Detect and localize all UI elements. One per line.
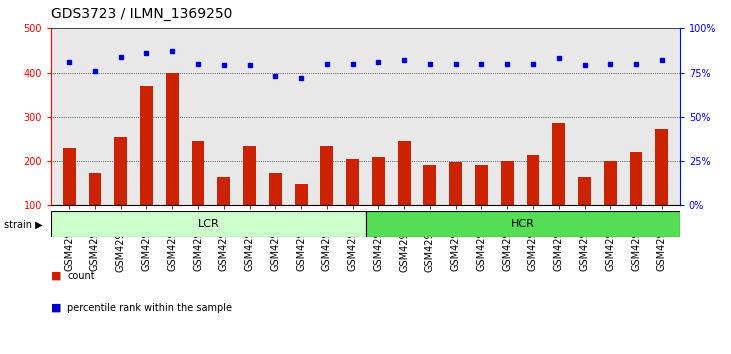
Text: HCR: HCR <box>511 219 534 229</box>
FancyBboxPatch shape <box>366 211 680 237</box>
Bar <box>578 177 591 250</box>
Bar <box>423 166 436 250</box>
FancyBboxPatch shape <box>51 211 366 237</box>
Bar <box>346 159 359 250</box>
Bar <box>295 184 308 250</box>
Bar <box>604 161 617 250</box>
Bar <box>526 155 539 250</box>
Text: percentile rank within the sample: percentile rank within the sample <box>67 303 232 313</box>
Bar <box>629 152 643 250</box>
Text: count: count <box>67 271 95 281</box>
Text: ■: ■ <box>51 303 61 313</box>
Text: LCR: LCR <box>197 219 219 229</box>
Bar <box>140 86 153 250</box>
Bar <box>269 173 281 250</box>
Bar <box>88 173 102 250</box>
Bar <box>501 161 514 250</box>
Bar <box>372 156 385 250</box>
Bar <box>63 148 75 250</box>
Bar <box>243 145 256 250</box>
Bar <box>398 141 411 250</box>
Bar <box>217 177 230 250</box>
Bar <box>553 124 565 250</box>
Bar <box>450 162 462 250</box>
Text: ■: ■ <box>51 271 61 281</box>
Text: strain ▶: strain ▶ <box>4 220 42 230</box>
Text: GDS3723 / ILMN_1369250: GDS3723 / ILMN_1369250 <box>51 7 232 21</box>
Bar <box>114 137 127 250</box>
Bar <box>475 166 488 250</box>
Bar <box>192 141 205 250</box>
Bar <box>166 73 178 250</box>
Bar <box>656 129 668 250</box>
Bar <box>320 145 333 250</box>
